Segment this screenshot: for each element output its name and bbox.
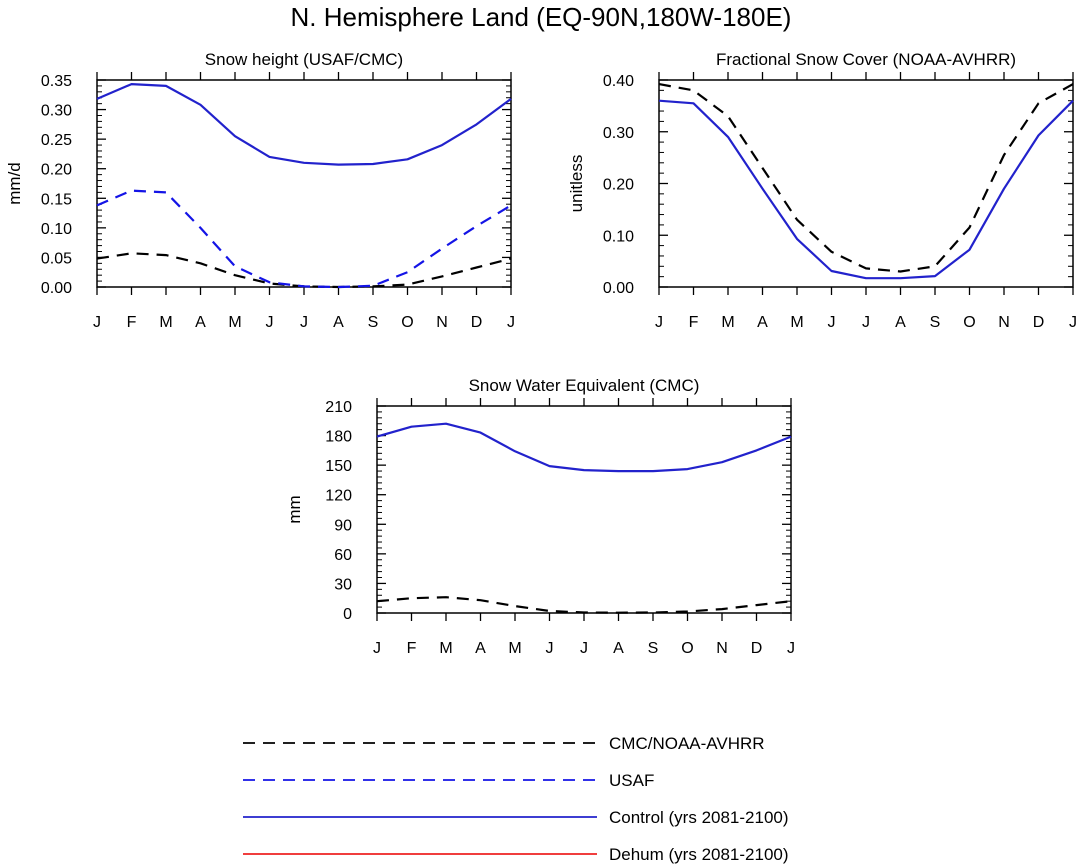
x-tick-label: F [127, 314, 137, 331]
y-axis-label: mm/d [5, 162, 24, 205]
x-tick-label: F [689, 314, 699, 331]
y-tick-label: 0.25 [41, 132, 72, 149]
x-tick-label: A [333, 314, 344, 331]
y-tick-label: 0.10 [603, 228, 634, 245]
y-tick-label: 0.10 [41, 221, 72, 238]
x-tick-label: J [373, 640, 381, 657]
panel-title: Snow height (USAF/CMC) [205, 50, 403, 69]
x-tick-label: J [828, 314, 836, 331]
x-tick-label: N [998, 314, 1010, 331]
x-tick-label: M [228, 314, 241, 331]
legend: CMC/NOAA-AVHRR USAF Control (yrs 2081-2100… [243, 734, 789, 864]
x-tick-label: D [751, 640, 763, 657]
legend-item: USAF [243, 771, 654, 790]
panel-snow-water-equivalent: Snow Water Equivalent (CMC) mm 0 30 60 90 120 1… [285, 376, 795, 657]
x-tick-label: M [439, 640, 452, 657]
series-line-cmc [658, 83, 1074, 273]
panel-title: Fractional Snow Cover (NOAA-AVHRR) [716, 50, 1016, 69]
panel-fractional-snow-cover: Fractional Snow Cover (NOAA-AVHRR) unitle… [567, 50, 1077, 331]
x-tick-label: J [862, 314, 870, 331]
x-tick-label: D [471, 314, 483, 331]
y-tick-label: 60 [334, 547, 352, 564]
x-tick-label: M [159, 314, 172, 331]
x-tick-label: N [436, 314, 448, 331]
x-tick-label: O [401, 314, 413, 331]
series-line-cmc [96, 252, 512, 289]
y-tick-label: 0.40 [603, 73, 634, 90]
x-tick-label: A [475, 640, 486, 657]
x-tick-label: J [266, 314, 274, 331]
y-tick-label: 210 [325, 399, 352, 416]
y-tick-label: 0.00 [41, 280, 72, 297]
y-tick-label: 0.05 [41, 250, 72, 267]
x-tick-label: O [963, 314, 975, 331]
legend-label: CMC/NOAA-AVHRR [609, 734, 765, 753]
x-tick-label: M [790, 314, 803, 331]
legend-item: Dehum (yrs 2081-2100) [243, 845, 789, 864]
x-tick-label: A [757, 314, 768, 331]
y-tick-label: 30 [334, 576, 352, 593]
y-tick-label: 0.15 [41, 191, 72, 208]
y-tick-label: 0.00 [603, 280, 634, 297]
x-tick-label: N [716, 640, 728, 657]
legend-label: Control (yrs 2081-2100) [609, 808, 789, 827]
x-tick-label: J [93, 314, 101, 331]
y-axis-label: unitless [567, 155, 586, 213]
y-tick-label: 120 [325, 488, 352, 505]
x-tick-label: A [613, 640, 624, 657]
x-tick-label: S [648, 640, 659, 657]
x-tick-label: M [508, 640, 521, 657]
x-tick-label: J [1069, 314, 1077, 331]
y-tick-label: 150 [325, 458, 352, 475]
series-line-control [376, 422, 792, 473]
x-tick-label: A [895, 314, 906, 331]
series-line-control [96, 82, 512, 166]
panel-snow-height: Snow height (USAF/CMC) mm/d 0.00 0.05 0.10 0.… [5, 50, 515, 331]
y-tick-label: 0 [343, 606, 352, 623]
legend-item: CMC/NOAA-AVHRR [243, 734, 765, 753]
x-tick-label: S [930, 314, 941, 331]
legend-item: Control (yrs 2081-2100) [243, 808, 789, 827]
y-axis-label: mm [285, 495, 304, 523]
y-tick-label: 0.30 [603, 125, 634, 142]
x-tick-label: J [507, 314, 515, 331]
y-tick-label: 0.35 [41, 73, 72, 90]
x-tick-label: J [546, 640, 554, 657]
y-tick-label: 90 [334, 517, 352, 534]
y-tick-label: 0.30 [41, 103, 72, 120]
x-tick-label: J [655, 314, 663, 331]
figure-title: N. Hemisphere Land (EQ-90N,180W-180E) [291, 2, 792, 32]
y-tick-label: 0.20 [41, 162, 72, 179]
y-tick-label: 180 [325, 429, 352, 446]
series-line-usaf [96, 189, 512, 289]
y-tick-label: 0.20 [603, 177, 634, 194]
x-tick-label: J [787, 640, 795, 657]
x-tick-label: D [1033, 314, 1045, 331]
x-tick-label: M [721, 314, 734, 331]
series-line-control [658, 99, 1074, 280]
legend-label: USAF [609, 771, 654, 790]
x-tick-label: F [407, 640, 417, 657]
plot-frame [376, 405, 792, 614]
plot-frame [96, 79, 512, 288]
x-tick-label: J [580, 640, 588, 657]
x-tick-label: A [195, 314, 206, 331]
x-tick-label: S [368, 314, 379, 331]
legend-label: Dehum (yrs 2081-2100) [609, 845, 789, 864]
x-tick-label: J [300, 314, 308, 331]
series-line-cmc [376, 596, 792, 614]
x-tick-label: O [681, 640, 693, 657]
panel-title: Snow Water Equivalent (CMC) [469, 376, 700, 395]
